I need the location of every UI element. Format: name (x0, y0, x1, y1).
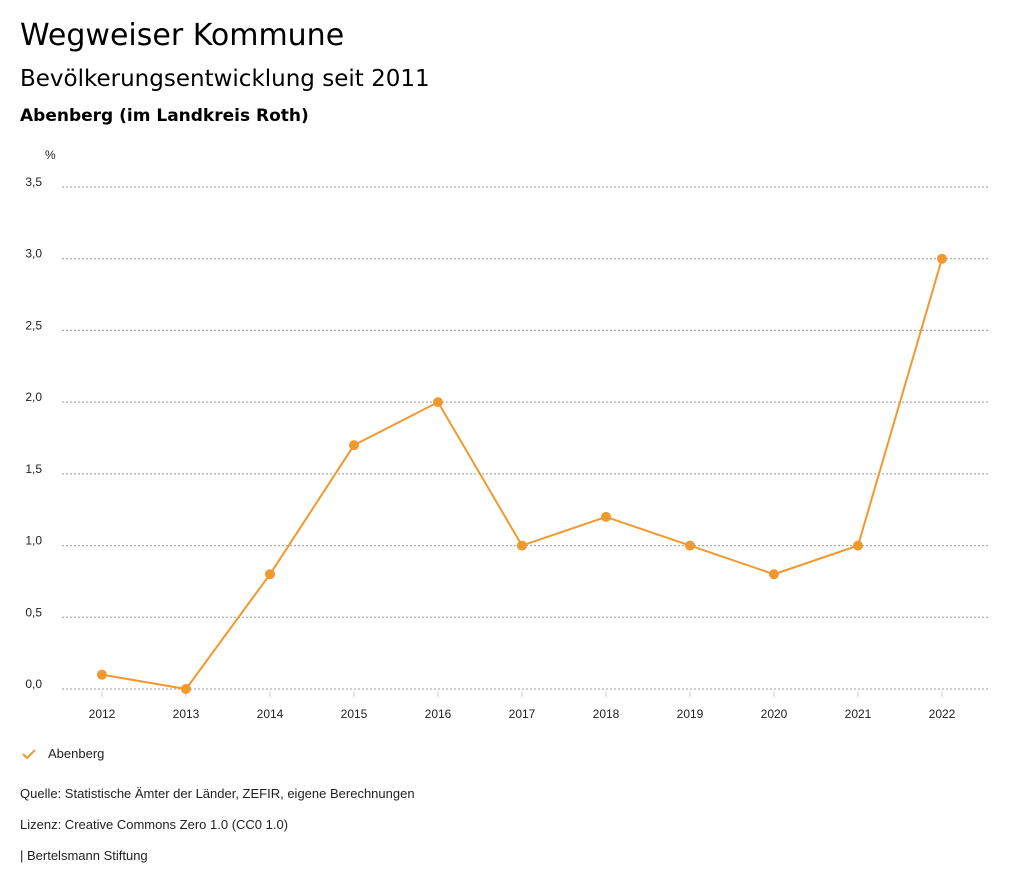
x-tick-label: 2015 (341, 707, 368, 721)
data-point (433, 397, 443, 408)
region-label: Abenberg (im Landkreis Roth) (20, 106, 309, 126)
y-tick-label: 2,5 (25, 318, 42, 332)
data-point (601, 511, 611, 522)
x-tick-label: 2019 (677, 707, 704, 721)
data-point (349, 440, 359, 451)
data-point (517, 540, 527, 551)
data-point (97, 669, 107, 680)
source-note: Quelle: Statistische Ämter der Länder, Z… (20, 786, 415, 801)
x-tick-label: 2017 (509, 707, 536, 721)
x-tick-label: 2018 (593, 707, 620, 721)
y-axis-label: % (45, 148, 56, 162)
x-tick-label: 2013 (173, 707, 200, 721)
page-title: Wegweiser Kommune (20, 18, 345, 53)
y-tick-label: 2,0 (25, 390, 42, 404)
line-chart: % 0,0 0,5 1,0 1,5 2,0 2,5 3,0 3,5 2012 2013 2014 20… (25, 148, 990, 721)
data-point (937, 253, 947, 264)
data-point (769, 569, 779, 580)
data-point (853, 540, 863, 551)
data-point (685, 540, 695, 551)
license-note: Lizenz: Creative Commons Zero 1.0 (CC0 1… (20, 817, 289, 832)
y-tick-label: 1,5 (25, 462, 42, 476)
chart-subtitle: Bevölkerungsentwicklung seit 2011 (20, 66, 430, 92)
legend-label: Abenberg (48, 746, 105, 761)
y-tick-label: 1,0 (25, 534, 42, 548)
data-point (265, 569, 275, 580)
y-tick-label: 0,5 (25, 605, 42, 619)
data-point (181, 684, 191, 694)
check-icon (22, 748, 36, 759)
x-tick-label: 2012 (89, 707, 116, 721)
x-tick-label: 2014 (257, 707, 284, 721)
x-tick-label: 2020 (761, 707, 788, 721)
x-tick-label: 2016 (425, 707, 452, 721)
x-tick-label: 2021 (845, 707, 872, 721)
y-tick-label: 3,0 (25, 247, 42, 261)
legend-item-abenberg[interactable]: Abenberg (22, 746, 104, 761)
y-tick-label: 3,5 (25, 175, 42, 189)
y-tick-label: 0,0 (25, 677, 42, 691)
x-tick-label: 2022 (929, 707, 956, 721)
brand-note: | Bertelsmann Stiftung (20, 848, 148, 863)
